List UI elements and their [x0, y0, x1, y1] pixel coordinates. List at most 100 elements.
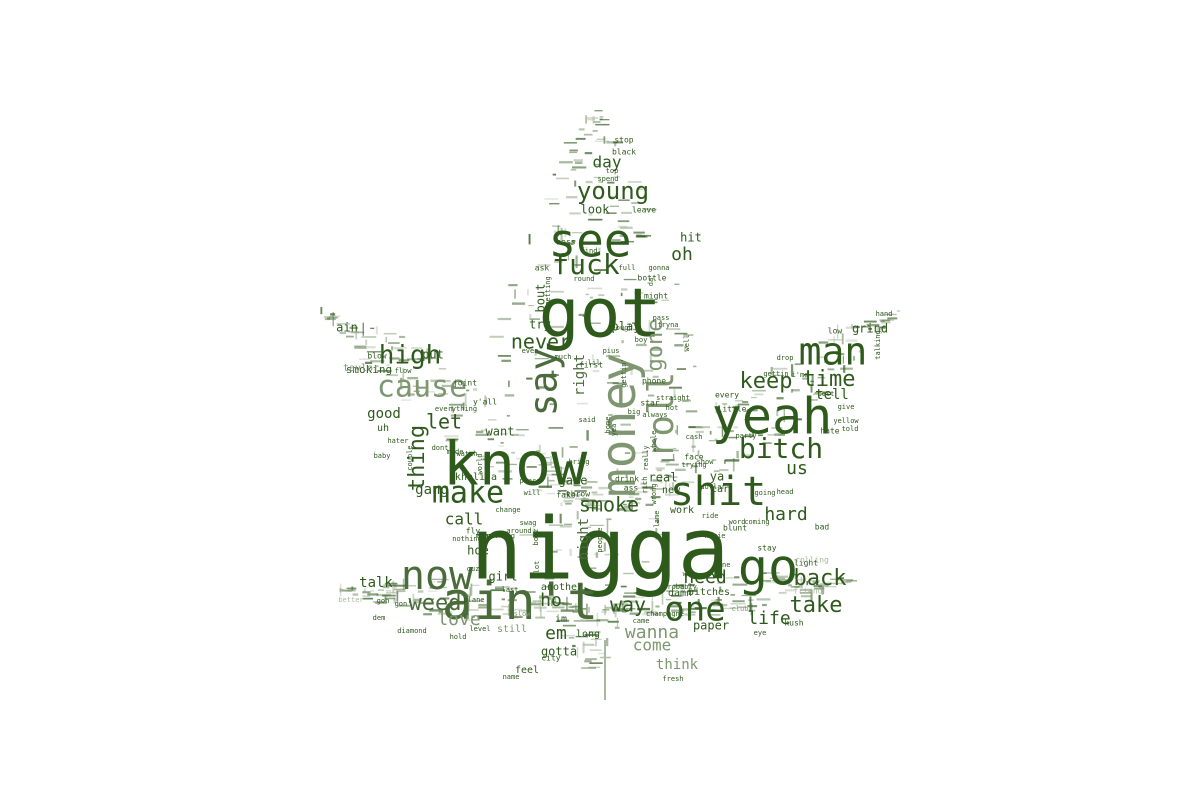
word-right: right	[572, 354, 588, 396]
filler-speck	[574, 180, 577, 187]
filler-speck	[585, 481, 598, 483]
word-pius: pius	[603, 347, 620, 355]
filler-speck	[762, 442, 772, 444]
filler-speck	[470, 583, 473, 596]
filler-speck	[363, 588, 366, 592]
filler-speck	[613, 176, 621, 178]
filler-speck	[385, 589, 392, 592]
filler-speck	[620, 226, 633, 229]
filler-speck	[560, 609, 574, 612]
filler-speck	[717, 596, 720, 606]
filler-speck	[532, 489, 543, 492]
word-drink: drink	[615, 475, 639, 484]
filler-speck	[573, 159, 583, 162]
filler-speck	[495, 587, 504, 590]
word-place: place	[519, 477, 540, 485]
filler-speck	[734, 576, 740, 579]
filler-speck	[810, 345, 817, 348]
filler-speck	[413, 598, 422, 601]
filler-speck	[671, 594, 682, 597]
filler-speck	[544, 470, 559, 472]
filler-speck	[632, 322, 636, 324]
filler-speck	[685, 410, 698, 413]
filler-speck	[402, 578, 405, 590]
filler-speck	[714, 438, 718, 440]
word-bout: bout	[534, 284, 548, 313]
filler-speck	[833, 336, 835, 346]
filler-speck	[887, 317, 898, 320]
word-fresh: fresh	[662, 675, 683, 683]
filler-speck	[591, 491, 598, 494]
filler-speck	[708, 440, 721, 442]
filler-speck	[627, 181, 642, 183]
filler-speck	[519, 464, 525, 467]
filler-speck	[661, 590, 664, 605]
word-day: day	[593, 153, 622, 172]
word-ask: ask	[535, 264, 550, 273]
word-coming: coming	[744, 518, 769, 526]
filler-speck	[485, 397, 488, 403]
filler-speck	[827, 339, 842, 341]
filler-speck	[790, 389, 793, 393]
filler-speck	[843, 365, 846, 373]
filler-speck	[384, 597, 395, 600]
word-fuck: fuck	[552, 248, 620, 281]
filler-speck	[323, 316, 333, 318]
filler-speck	[641, 197, 646, 199]
filler-speck	[691, 465, 698, 468]
word-try: try	[529, 318, 551, 332]
filler-speck	[784, 589, 795, 592]
word-low: low	[828, 327, 843, 336]
filler-speck	[377, 370, 392, 372]
word-bottle: bottle	[638, 274, 667, 283]
filler-speck	[330, 313, 336, 316]
filler-speck	[684, 613, 696, 616]
filler-speck	[575, 635, 588, 638]
filler-speck	[355, 331, 357, 340]
filler-speck	[462, 402, 465, 411]
word-much: much	[555, 353, 572, 361]
word-girl: girl	[489, 570, 518, 584]
filler-speck	[819, 583, 831, 586]
filler-speck	[547, 476, 549, 488]
word-couple: couple	[406, 445, 414, 470]
filler-speck	[814, 587, 825, 590]
filler-speck	[652, 479, 662, 482]
word-cuz: cuz	[467, 565, 480, 573]
filler-speck	[589, 524, 604, 526]
word-ride: ride	[702, 512, 719, 520]
word-lil: lil	[588, 359, 601, 367]
word-mean: mean	[476, 532, 493, 540]
filler-speck	[526, 602, 537, 604]
filler-speck	[560, 227, 563, 242]
filler-speck	[399, 335, 406, 338]
word-will: will	[524, 489, 541, 497]
word-watch: watch	[456, 450, 477, 458]
word-yea: yea	[610, 424, 618, 437]
filler-speck	[548, 479, 555, 482]
filler-speck	[693, 365, 697, 368]
filler-speck	[584, 152, 593, 155]
filler-speck	[576, 511, 579, 520]
word-homie: homie	[704, 532, 725, 540]
filler-speck	[841, 579, 848, 581]
filler-speck	[354, 346, 367, 349]
filler-speck	[575, 137, 586, 140]
word-play: play	[612, 320, 641, 334]
word-black: black	[612, 148, 636, 157]
filler-speck	[398, 604, 413, 607]
filler-speck	[579, 498, 589, 500]
filler-speck	[809, 580, 820, 582]
filler-speck	[583, 567, 597, 570]
filler-speck	[650, 488, 664, 490]
word-gang: gang	[415, 482, 449, 498]
word-time: time	[803, 367, 856, 392]
filler-speck	[776, 409, 779, 417]
filler-speck	[613, 609, 628, 612]
filler-speck	[767, 434, 779, 436]
word-trying: trying	[681, 461, 706, 469]
filler-speck	[566, 480, 578, 482]
filler-speck	[589, 296, 593, 299]
word-know: know	[443, 430, 588, 500]
